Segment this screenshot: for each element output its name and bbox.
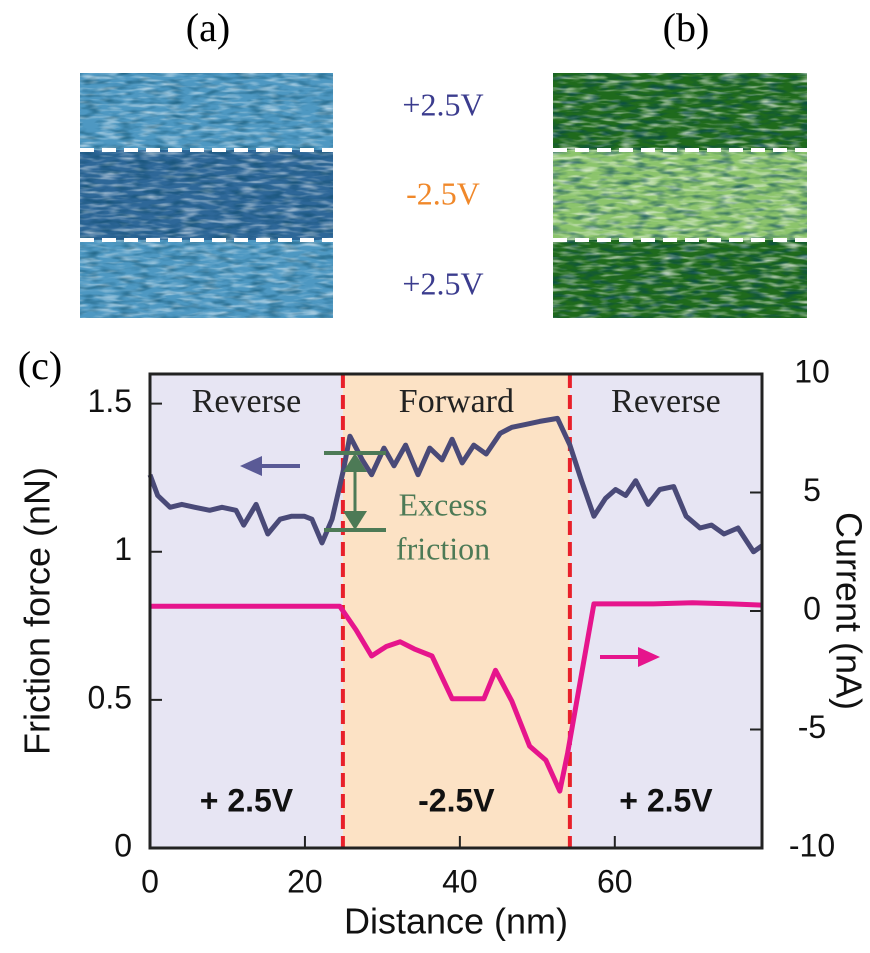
y2-axis-title: Current (nA) <box>828 512 869 710</box>
data-line <box>147 415 764 555</box>
arrowhead <box>343 511 367 530</box>
region <box>569 374 762 848</box>
x-tick-label: 20 <box>287 863 323 899</box>
data-line <box>150 600 763 794</box>
x-tick-label: 40 <box>442 863 478 899</box>
bias-label: -2.5V <box>418 782 495 818</box>
bias-label: -2.5V <box>406 175 480 211</box>
image-texture <box>80 73 333 318</box>
y2-tick-label: 5 <box>803 472 821 508</box>
y2-tick-label: 10 <box>794 353 830 389</box>
arrowhead <box>240 456 262 476</box>
y-tick-label: 1.5 <box>88 383 132 419</box>
y2-tick-label: -5 <box>798 709 826 745</box>
y-axis-title: Friction force (nN) <box>17 467 58 755</box>
bias-label: + 2.5V <box>200 782 294 818</box>
bias-label: + 2.5V <box>619 782 713 818</box>
region-label: Forward <box>399 383 514 420</box>
image-a <box>80 73 333 318</box>
region-label: Reverse <box>611 383 721 420</box>
panel-label: (a) <box>186 5 230 50</box>
y2-tick-label: 0 <box>803 590 821 626</box>
region-label: Reverse <box>192 383 302 420</box>
x-tick-label: 0 <box>141 863 159 899</box>
panel-label: (b) <box>663 5 710 50</box>
arrowhead <box>638 647 660 667</box>
arrowhead <box>343 453 367 472</box>
bias-label: +2.5V <box>402 265 483 301</box>
bias-label: +2.5V <box>402 86 483 122</box>
y-tick-label: 1 <box>114 531 132 567</box>
y-tick-label: 0 <box>114 827 132 863</box>
image-b <box>553 73 807 318</box>
region <box>150 374 343 848</box>
x-tick-label: 60 <box>597 863 633 899</box>
x-axis-title: Distance (nm) <box>344 901 568 942</box>
annotation: Excess <box>399 486 488 522</box>
y-tick-label: 0.5 <box>88 679 132 715</box>
image-texture <box>553 73 807 318</box>
annotation: friction <box>396 530 490 566</box>
panel-label: (c) <box>18 343 62 388</box>
y2-tick-label: -10 <box>789 827 835 863</box>
